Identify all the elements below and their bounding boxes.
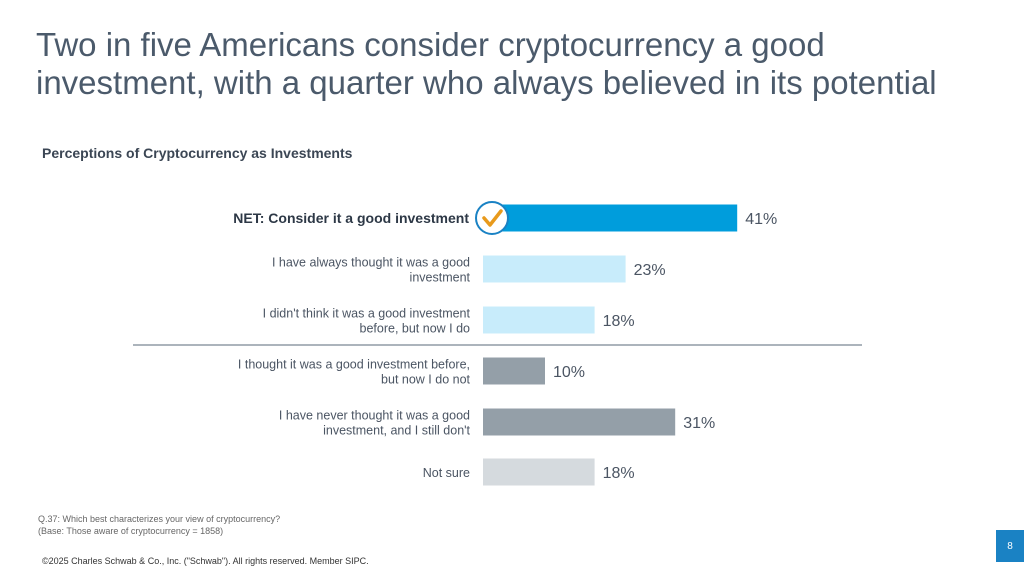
page-number: 8 — [996, 530, 1024, 562]
footnote-base: (Base: Those aware of cryptocurrency = 1… — [38, 526, 224, 536]
bar — [483, 357, 545, 385]
bar-chart: 41% NET: Consider it a good investment 23%… — [133, 201, 862, 486]
category-label: Not sure — [423, 466, 470, 480]
category-label: NET: Consider it a good investment — [233, 210, 469, 226]
category-label: investment, and I still don't — [323, 424, 470, 438]
slide-title: Two in five Americans consider cryptocur… — [36, 26, 937, 101]
bar — [483, 458, 595, 486]
category-label: I thought it was a good investment befor… — [238, 358, 470, 372]
value-label: 41% — [745, 211, 777, 228]
bar — [483, 408, 676, 436]
footnote-question: Q.37: Which best characterizes your view… — [38, 514, 281, 524]
check-icon — [475, 201, 509, 235]
category-label: I didn't think it was a good investment — [263, 307, 471, 321]
category-label: before, but now I do — [360, 322, 471, 336]
copyright: ©2025 Charles Schwab & Co., Inc. ("Schwa… — [42, 556, 369, 566]
value-label: 10% — [553, 364, 585, 381]
value-label: 18% — [603, 465, 635, 482]
value-label: 23% — [634, 262, 666, 279]
value-label: 31% — [683, 415, 715, 432]
bar — [483, 306, 595, 334]
chart-title: Perceptions of Cryptocurrency as Investm… — [42, 145, 353, 161]
category-label: investment — [410, 271, 471, 285]
category-label: I have always thought it was a good — [272, 256, 470, 270]
bar — [483, 255, 626, 283]
category-label: I have never thought it was a good — [279, 409, 470, 423]
category-label: but now I do not — [381, 373, 470, 387]
value-label: 18% — [603, 313, 635, 330]
footnote: Q.37: Which best characterizes your view… — [38, 513, 280, 537]
bar — [483, 204, 738, 232]
